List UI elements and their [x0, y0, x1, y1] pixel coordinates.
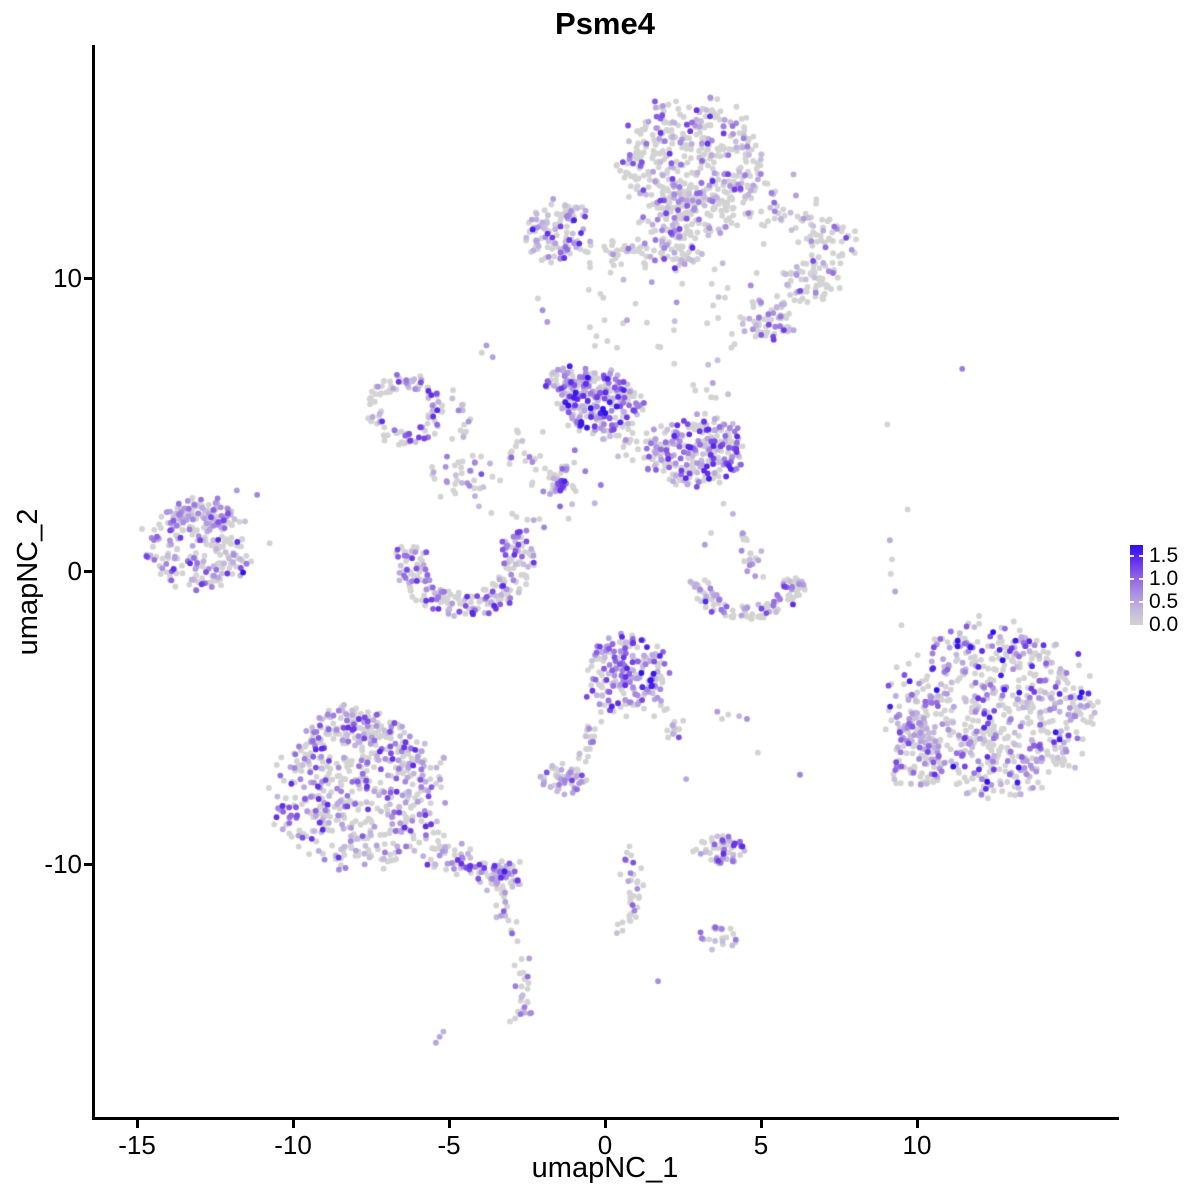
- y-tick-label: 10: [53, 263, 82, 293]
- colorbar-tick-dash: [1139, 601, 1143, 604]
- x-tick-mark: [759, 1120, 763, 1128]
- x-tick-label: 10: [902, 1130, 932, 1160]
- x-tick-mark: [915, 1120, 919, 1128]
- colorbar-label: 1.0: [1149, 567, 1179, 591]
- x-tick-mark: [135, 1120, 139, 1128]
- colorbar-tick-dash: [1139, 578, 1143, 581]
- plot-title: Psme4: [555, 6, 655, 41]
- x-tick-label: -15: [118, 1130, 156, 1160]
- y-axis-line: [92, 45, 95, 1120]
- colorbar-tick-dash: [1139, 555, 1143, 558]
- colorbar-tick-dash: [1130, 601, 1134, 604]
- x-tick-mark: [291, 1120, 295, 1128]
- y-axis-title: umapNC_2: [12, 508, 44, 656]
- x-tick-label: 5: [753, 1130, 769, 1160]
- colorbar-tick-dash: [1130, 555, 1134, 558]
- x-tick-label: -5: [437, 1130, 461, 1160]
- y-tick-mark: [84, 862, 92, 866]
- x-axis-title: umapNC_1: [531, 1152, 679, 1184]
- x-axis-line: [92, 1117, 1119, 1120]
- colorbar-gradient: [1130, 545, 1143, 625]
- x-tick-label: -10: [274, 1130, 312, 1160]
- colorbar-label: 0.0: [1149, 613, 1179, 636]
- colorbar-label: 0.5: [1149, 590, 1179, 614]
- y-tick-label: 0: [67, 556, 82, 586]
- colorbar-label: 1.5: [1149, 544, 1179, 568]
- x-tick-label: 0: [597, 1130, 613, 1160]
- y-tick-mark: [84, 276, 92, 280]
- y-tick-mark: [84, 569, 92, 573]
- x-tick-mark: [603, 1120, 607, 1128]
- y-tick-label: -10: [44, 849, 82, 879]
- colorbar-tick-dash: [1130, 578, 1134, 581]
- x-tick-mark: [447, 1120, 451, 1128]
